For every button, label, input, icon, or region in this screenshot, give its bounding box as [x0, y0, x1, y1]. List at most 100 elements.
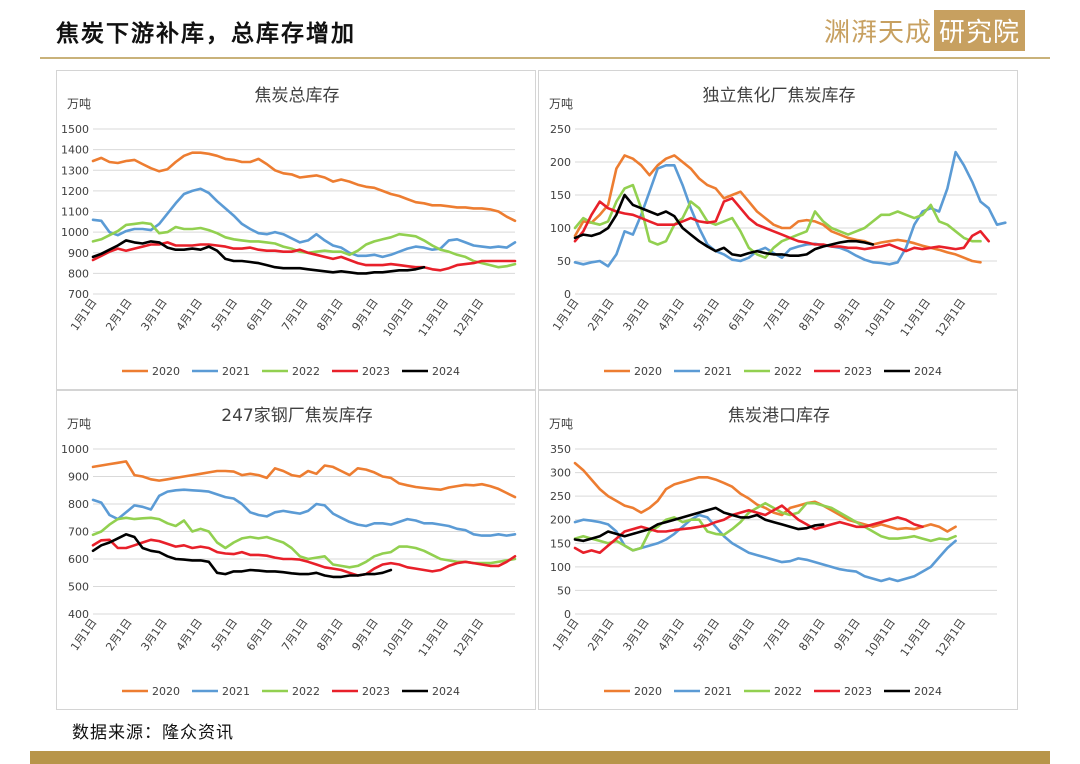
- x-tick-label: 7月1日: [761, 296, 792, 333]
- x-tick-label: 4月1日: [656, 296, 687, 333]
- legend-label: 2023: [362, 365, 390, 378]
- series-line-2021: [91, 187, 517, 259]
- x-tick-label: 1月1日: [550, 296, 581, 333]
- x-tick-label: 8月1日: [796, 616, 827, 653]
- x-tick-label: 12月1日: [933, 296, 968, 339]
- x-tick-label: 5月1日: [209, 616, 240, 653]
- chart-panel-total-inventory: 焦炭总库存 万吨 700 800 900 1000 1100 1200 1300 1400 1500…: [56, 70, 536, 390]
- y-axis-unit: 万吨: [67, 97, 91, 111]
- y-tick-label: 1100: [61, 206, 89, 219]
- legend-label: 2021: [222, 685, 250, 698]
- x-tick-label: 2月1日: [585, 616, 616, 653]
- y-tick-label: 1300: [61, 164, 89, 177]
- y-tick-label: 800: [68, 498, 89, 511]
- x-tick-label: 8月1日: [314, 616, 345, 653]
- legend-label: 2020: [152, 365, 180, 378]
- y-tick-label: 500: [68, 581, 89, 594]
- y-tick-label: 900: [68, 247, 89, 260]
- y-tick-label: 100: [550, 561, 571, 574]
- chart-title: 焦炭港口库存: [728, 406, 830, 426]
- legend-label: 2021: [704, 685, 732, 698]
- chart-title: 247家钢厂焦炭库存: [221, 406, 372, 426]
- y-tick-label: 100: [550, 222, 571, 235]
- series-line-2024: [91, 533, 393, 579]
- x-tick-label: 10月1日: [863, 296, 898, 339]
- data-source-note: 数据来源：隆众资讯: [72, 723, 234, 743]
- chart-panel-coking-plant-inventory: 独立焦化厂焦炭库存 万吨 0 50 100 150 200 250 1月1日 2月1日 3月1日 4月…: [538, 70, 1018, 390]
- chart-title: 独立焦化厂焦炭库存: [703, 86, 856, 106]
- x-tick-label: 10月1日: [381, 296, 416, 339]
- y-tick-label: 1500: [61, 123, 89, 136]
- chart-panel-steel-mill-inventory: 247家钢厂焦炭库存 万吨 400 500 600 700 800 900 1000 1月1日 2月…: [56, 390, 536, 710]
- x-tick-label: 4月1日: [656, 616, 687, 653]
- y-tick-label: 1400: [61, 144, 89, 157]
- series-line-2024: [573, 506, 825, 543]
- series-line-2024: [573, 193, 875, 257]
- x-tick-label: 6月1日: [726, 616, 757, 653]
- x-tick-label: 9月1日: [831, 616, 862, 653]
- legend-label: 2021: [222, 365, 250, 378]
- y-tick-label: 150: [550, 189, 571, 202]
- legend-label: 2022: [774, 685, 802, 698]
- y-tick-label: 50: [557, 255, 571, 268]
- x-tick-label: 11月1日: [416, 296, 451, 339]
- y-tick-label: 0: [564, 608, 571, 621]
- legend-label: 2023: [844, 685, 872, 698]
- x-tick-label: 1月1日: [68, 296, 99, 333]
- x-tick-label: 4月1日: [174, 296, 205, 333]
- y-tick-label: 700: [68, 526, 89, 539]
- series-line-2020: [91, 151, 517, 223]
- series-line-2021: [573, 513, 957, 583]
- x-tick-label: 11月1日: [416, 616, 451, 659]
- legend-label: 2022: [292, 365, 320, 378]
- legend-label: 2021: [704, 365, 732, 378]
- series-line-2022: [573, 501, 957, 552]
- x-tick-label: 2月1日: [585, 296, 616, 333]
- y-tick-label: 200: [550, 514, 571, 527]
- series-line-2023: [573, 504, 924, 554]
- legend-label: 2024: [432, 685, 460, 698]
- y-tick-label: 50: [557, 584, 571, 597]
- y-tick-label: 800: [68, 267, 89, 280]
- x-tick-label: 1月1日: [550, 616, 581, 653]
- x-tick-label: 6月1日: [244, 616, 275, 653]
- legend-label: 2024: [914, 365, 942, 378]
- brand-logo: 渊湃天成 研究院: [824, 10, 1025, 51]
- footer-bar: [30, 751, 1050, 764]
- series-line-2021: [91, 488, 517, 537]
- y-tick-label: 350: [550, 443, 571, 456]
- chart-panel-port-inventory: 焦炭港口库存 万吨 0 50 100 150 200 250 300 350 1月1日 2月1日 3月1…: [538, 390, 1018, 710]
- x-tick-label: 4月1日: [174, 616, 205, 653]
- series-line-2024: [91, 239, 426, 275]
- legend-label: 2020: [152, 685, 180, 698]
- x-tick-label: 7月1日: [279, 616, 310, 653]
- y-tick-label: 400: [68, 608, 89, 621]
- y-tick-label: 150: [550, 537, 571, 550]
- y-axis-unit: 万吨: [549, 97, 573, 111]
- x-tick-label: 5月1日: [691, 296, 722, 333]
- series-line-2022: [573, 183, 982, 259]
- y-tick-label: 1000: [61, 443, 89, 456]
- y-tick-label: 0: [564, 288, 571, 301]
- x-tick-label: 6月1日: [244, 296, 275, 333]
- y-tick-label: 900: [68, 471, 89, 484]
- header-divider: [40, 57, 1050, 59]
- y-tick-label: 250: [550, 490, 571, 503]
- legend-label: 2023: [362, 685, 390, 698]
- legend-label: 2022: [292, 685, 320, 698]
- y-tick-label: 200: [550, 156, 571, 169]
- x-tick-label: 2月1日: [103, 616, 134, 653]
- legend-label: 2022: [774, 365, 802, 378]
- x-tick-label: 11月1日: [898, 296, 933, 339]
- series-line-2023: [91, 241, 517, 272]
- x-tick-label: 5月1日: [209, 296, 240, 333]
- x-tick-label: 3月1日: [138, 616, 169, 653]
- series-line-2023: [573, 197, 991, 253]
- page-title: 焦炭下游补库，总库存增加: [56, 20, 356, 47]
- legend-label: 2024: [432, 365, 460, 378]
- x-tick-label: 10月1日: [381, 616, 416, 659]
- x-tick-label: 8月1日: [796, 296, 827, 333]
- x-tick-label: 9月1日: [349, 296, 380, 333]
